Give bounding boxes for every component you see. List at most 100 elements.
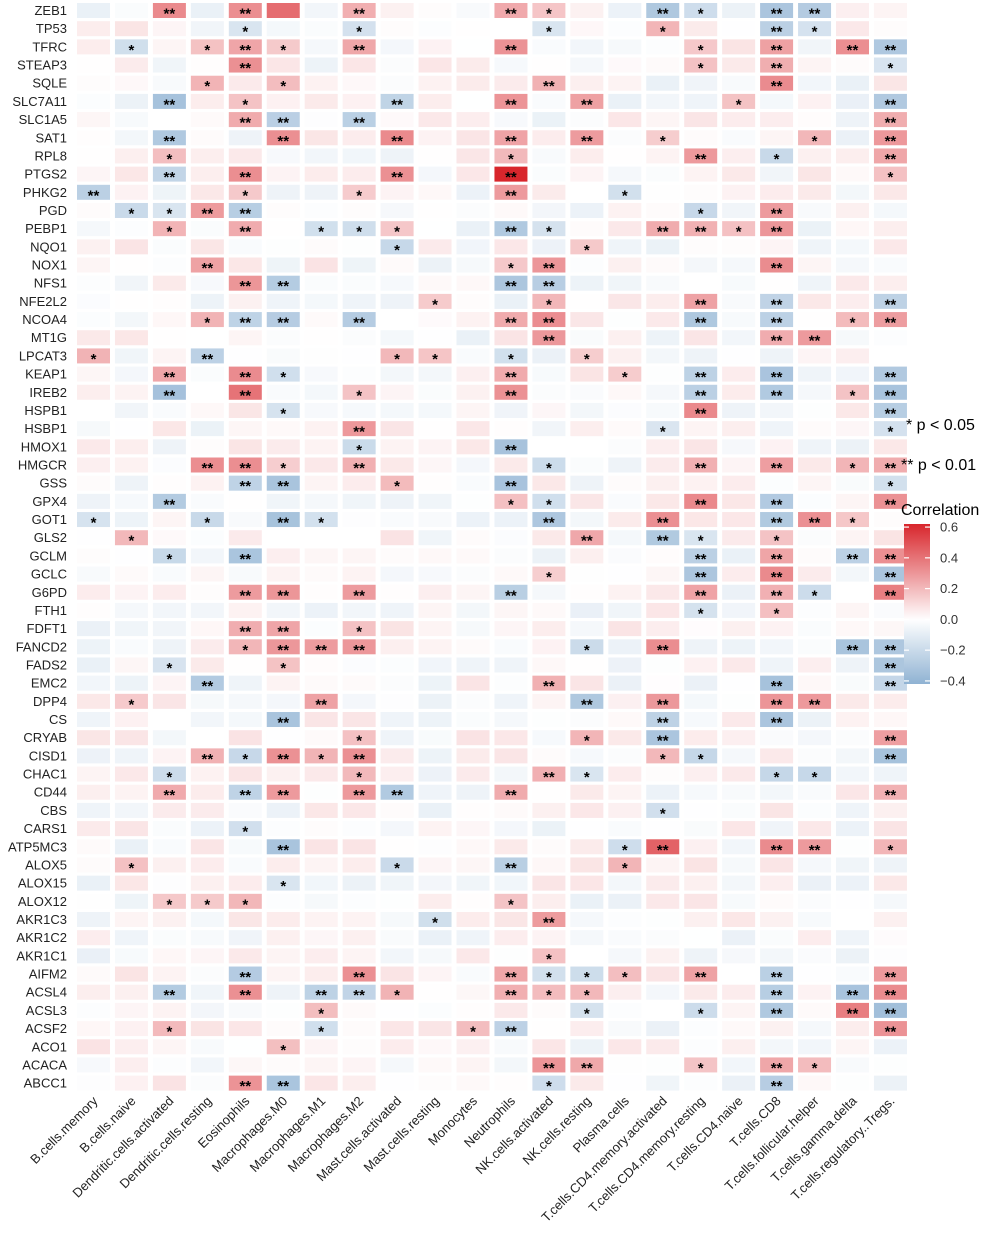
- heatmap-cell: [646, 1002, 680, 1018]
- significance-mark: **: [505, 387, 517, 404]
- significance-mark: *: [280, 878, 286, 895]
- heatmap-cell: [532, 912, 566, 927]
- heatmap-cell: [570, 930, 604, 946]
- heatmap-cell: [456, 421, 490, 437]
- gene-label-akr1c1: AKR1C1: [16, 948, 67, 963]
- heatmap-cell: [873, 421, 907, 437]
- heatmap-cell: [380, 402, 414, 418]
- heatmap-cell: [646, 366, 680, 382]
- heatmap-cell: [684, 293, 718, 309]
- heatmap-cell: [570, 984, 604, 1000]
- gene-label-hspb1: HSPB1: [24, 403, 67, 418]
- heatmap-cell: [380, 312, 414, 328]
- heatmap-cell: [722, 948, 756, 964]
- heatmap-cell: [722, 966, 756, 982]
- significance-mark: **: [239, 278, 251, 295]
- heatmap-cell: [608, 3, 642, 18]
- heatmap-cell: [873, 93, 907, 109]
- heatmap-cell: [532, 730, 566, 746]
- significance-mark: **: [771, 587, 783, 604]
- heatmap-cell: [646, 493, 680, 509]
- gene-label-cs: CS: [49, 712, 67, 727]
- heatmap-cell: [228, 512, 262, 528]
- heatmap-cell: [418, 512, 452, 528]
- significance-mark: **: [885, 1005, 897, 1022]
- heatmap-cell: [760, 221, 794, 237]
- heatmap-cell: [722, 693, 756, 709]
- heatmap-cell: [456, 402, 490, 418]
- heatmap-cell: [380, 730, 414, 746]
- heatmap-cell: [570, 221, 604, 237]
- heatmap-cell: [798, 639, 832, 655]
- heatmap-cell: [646, 584, 680, 600]
- heatmap-cell: [722, 1039, 756, 1055]
- heatmap-cell: [798, 3, 832, 18]
- heatmap-cell: [684, 39, 718, 55]
- heatmap-cell: [570, 802, 604, 818]
- heatmap-cell: [836, 766, 869, 782]
- heatmap-cell: [380, 166, 414, 182]
- significance-mark: **: [885, 151, 897, 168]
- heatmap-cell: [380, 966, 414, 982]
- significance-mark: **: [885, 551, 897, 568]
- heatmap-cell: [456, 530, 490, 546]
- heatmap-cell: [722, 748, 756, 764]
- heatmap-cell: [418, 748, 452, 764]
- heatmap-cell: [228, 475, 262, 491]
- significance-mark: **: [505, 369, 517, 386]
- heatmap-cell: [684, 1057, 718, 1073]
- legend-tick-label: −0.4: [940, 673, 966, 688]
- heatmap-cell: [190, 57, 224, 73]
- heatmap-cell: [152, 693, 186, 709]
- heatmap-cell: [228, 148, 262, 164]
- heatmap-cell: [532, 748, 566, 764]
- heatmap-cell: [304, 239, 338, 255]
- heatmap-cell: [152, 1057, 186, 1073]
- heatmap-cell: [152, 457, 186, 473]
- heatmap-cell: [380, 257, 414, 273]
- heatmap-cell: [570, 148, 604, 164]
- significance-mark: *: [584, 242, 590, 259]
- heatmap-cell: [494, 221, 528, 237]
- heatmap-cell: [570, 3, 604, 18]
- heatmap-cell: [494, 966, 528, 982]
- heatmap-cell: [798, 657, 832, 673]
- heatmap-cell: [570, 184, 604, 200]
- heatmap-cell: [760, 439, 794, 455]
- significance-mark: **: [847, 1005, 859, 1022]
- heatmap-cell: [570, 657, 604, 673]
- heatmap-cell: [532, 712, 566, 728]
- significance-mark: **: [239, 369, 251, 386]
- heatmap-cell: [418, 984, 452, 1000]
- heatmap-cell: [760, 257, 794, 273]
- heatmap-cell: [532, 312, 566, 328]
- heatmap-cell: [77, 712, 110, 728]
- heatmap-cell: [77, 257, 110, 273]
- heatmap-cell: [760, 930, 794, 946]
- significance-mark: *: [888, 60, 894, 77]
- heatmap-cell: [342, 166, 376, 182]
- heatmap-cell: [494, 366, 528, 382]
- significance-mark: **: [543, 78, 555, 95]
- heatmap-cell: [380, 493, 414, 509]
- heatmap-cell: [456, 384, 490, 400]
- heatmap-cell: [342, 421, 376, 437]
- heatmap-cell: [228, 330, 262, 346]
- significance-mark: *: [546, 496, 552, 513]
- significance-mark: **: [277, 715, 289, 732]
- heatmap-cell: [608, 966, 642, 982]
- heatmap-cell: [646, 475, 680, 491]
- heatmap-cell: [760, 548, 794, 564]
- significance-mark: **: [505, 6, 517, 23]
- heatmap-cell: [798, 584, 832, 600]
- significance-mark: **: [505, 278, 517, 295]
- heatmap-cell: [304, 966, 338, 982]
- heatmap-cell: [494, 548, 528, 564]
- heatmap-cell: [304, 184, 338, 200]
- heatmap-cell: [152, 384, 186, 400]
- significance-mark: **: [239, 987, 251, 1004]
- gene-label-cbs: CBS: [40, 803, 67, 818]
- heatmap-cell: [456, 257, 490, 273]
- heatmap-cell: [418, 657, 452, 673]
- heatmap-cell: [304, 402, 338, 418]
